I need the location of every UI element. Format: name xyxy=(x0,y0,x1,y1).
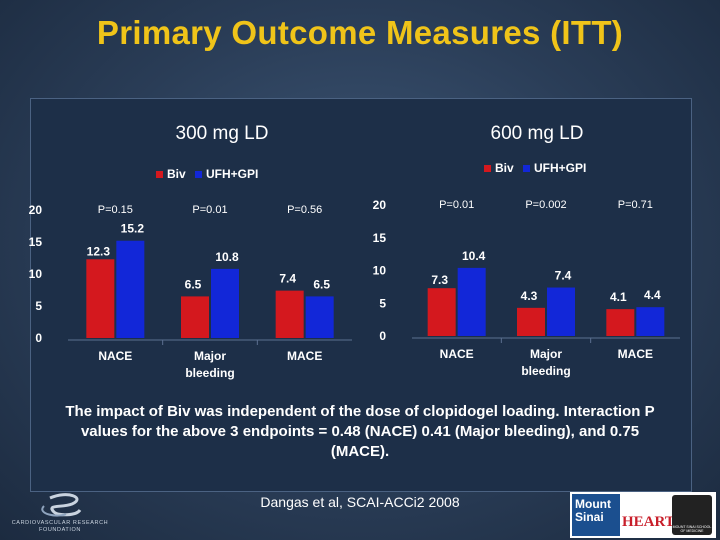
data-label: 6.5 xyxy=(313,277,330,291)
x-tick-label: Major xyxy=(530,347,562,361)
chart-title: 600 mg LD xyxy=(491,123,584,144)
crf-logo-text: CARDIOVASCULAR RESEARCH FOUNDATION xyxy=(11,520,109,533)
p-value-label: P=0.002 xyxy=(525,199,566,211)
data-label: 10.4 xyxy=(462,249,486,263)
legend-label: UFH+GPI xyxy=(206,167,258,181)
y-tick-label: 0 xyxy=(379,329,386,343)
chart-title: 300 mg LD xyxy=(176,123,269,144)
legend-label: Biv xyxy=(167,167,186,181)
data-label: 12.3 xyxy=(87,244,111,258)
conclusion-text: The impact of Biv was independent of the… xyxy=(65,403,655,460)
y-tick-label: 15 xyxy=(373,231,387,245)
legend-label: UFH+GPI xyxy=(534,161,586,175)
y-tick-label: 10 xyxy=(373,264,387,278)
bar-ufh-gpi xyxy=(211,268,239,338)
chart-300mg: 300 mg LD Biv UFH+GPI 0 5 10 15 20 12.3 15.2 P=0.1… xyxy=(29,123,352,380)
bar-biv xyxy=(517,307,545,336)
y-tick-label: 20 xyxy=(29,203,43,217)
p-value-label: P=0.01 xyxy=(192,204,227,216)
y-tick-label: 0 xyxy=(35,331,42,345)
legend-swatch xyxy=(156,171,163,178)
data-label: 10.8 xyxy=(215,250,239,264)
legend-swatch xyxy=(523,165,530,172)
bar-ufh-gpi xyxy=(547,287,575,336)
x-tick-label: NACE xyxy=(98,349,132,363)
data-label: 15.2 xyxy=(121,222,145,236)
y-tick-label: 5 xyxy=(379,296,386,310)
x-tick-label: bleeding xyxy=(521,364,570,378)
x-tick-label: Major xyxy=(194,349,226,363)
bar-ufh-gpi xyxy=(305,296,334,338)
bar-ufh-gpi xyxy=(457,267,486,336)
bar-biv xyxy=(275,290,304,338)
y-tick-label: 15 xyxy=(29,235,43,249)
p-value-label: P=0.56 xyxy=(287,204,322,216)
legend-label: Biv xyxy=(495,161,514,175)
data-label: 4.4 xyxy=(644,288,661,302)
x-tick-label: MACE xyxy=(618,347,653,361)
x-tick-label: MACE xyxy=(287,349,322,363)
legend-swatch xyxy=(195,171,202,178)
school-seal-icon: MOUNT SINAI SCHOOL OF MEDICINE xyxy=(672,495,712,535)
p-value-label: P=0.71 xyxy=(618,199,653,211)
data-label: 6.5 xyxy=(185,277,202,291)
x-tick-label: NACE xyxy=(440,347,474,361)
mount-sinai-wordmark: Mount Sinai xyxy=(572,494,620,536)
data-label: 4.1 xyxy=(610,290,627,304)
chart-600mg: 600 mg LD Biv UFH+GPI 0 5 10 15 20 7.3 10.4 P=0.01… xyxy=(373,123,680,378)
cardiovascular-research-foundation-logo xyxy=(41,493,82,517)
heart-wordmark: HEART xyxy=(622,514,675,530)
data-label: 7.4 xyxy=(279,272,296,286)
bar-ufh-gpi xyxy=(636,307,665,336)
bar-biv xyxy=(606,309,635,336)
p-value-label: P=0.15 xyxy=(98,204,133,216)
citation-text: Dangas et al, SCAI-ACCi2 2008 xyxy=(260,494,460,510)
data-label: 4.3 xyxy=(521,289,538,303)
bar-ufh-gpi xyxy=(116,240,145,338)
legend-swatch xyxy=(484,165,491,172)
slide-title: Primary Outcome Measures (ITT) xyxy=(96,14,624,51)
y-tick-label: 5 xyxy=(35,299,42,313)
bar-biv xyxy=(181,296,209,338)
data-label: 7.3 xyxy=(431,273,448,287)
mount-sinai-heart-logo: Mount Sinai HEART MOUNT SINAI SCHOOL OF … xyxy=(570,492,716,538)
seal-text: MOUNT SINAI SCHOOL OF MEDICINE xyxy=(672,525,712,533)
y-tick-label: 10 xyxy=(29,267,43,281)
bar-biv xyxy=(86,259,115,338)
p-value-label: P=0.01 xyxy=(439,199,474,211)
data-label: 7.4 xyxy=(555,269,572,283)
bar-biv xyxy=(427,288,456,336)
x-tick-label: bleeding xyxy=(185,366,234,380)
y-tick-label: 20 xyxy=(373,198,387,212)
